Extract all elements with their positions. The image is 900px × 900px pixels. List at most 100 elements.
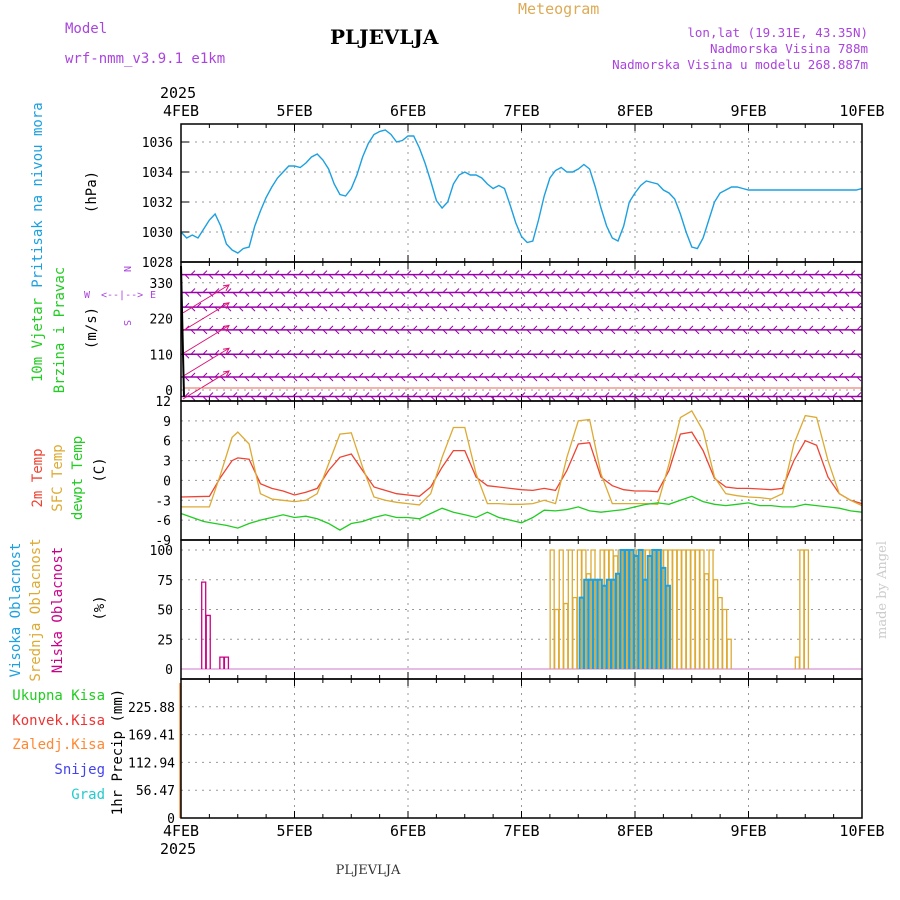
wind-barb: [322, 349, 328, 355]
y-tick-label: 1034: [142, 166, 173, 181]
wind-barb: [544, 353, 550, 359]
wind-barb: [256, 376, 262, 382]
wind-barb: [778, 396, 784, 401]
wind-barb: [520, 353, 526, 359]
wind-barb: [226, 270, 232, 275]
y-tick-label: 9: [163, 415, 171, 430]
wind-barb: [334, 306, 340, 312]
wind-barb: [670, 349, 676, 355]
wind-barb: [184, 392, 190, 397]
wind-barb: [694, 329, 700, 335]
wind-barb: [712, 302, 718, 308]
wind-barb: [658, 372, 664, 378]
wind-barb: [658, 270, 664, 275]
wind-barb: [454, 329, 460, 335]
wind-barb: [652, 325, 658, 331]
cloud-mid-bar: [563, 602, 569, 669]
wind-barb: [334, 329, 340, 335]
pressure-title: Pritisak na nivou mora: [30, 102, 46, 287]
wind-barb: [214, 329, 220, 335]
wind-barb: [202, 349, 208, 355]
wind-barb: [358, 306, 364, 312]
wind-barb: [406, 372, 412, 378]
wind-subtitle: Brzina i Pravac: [52, 267, 68, 393]
cloud-mid-bar: [685, 549, 691, 669]
wind-barb: [472, 302, 478, 308]
wind-barb: [310, 396, 316, 401]
wind-barb: [220, 274, 226, 279]
wind-barb: [514, 349, 520, 355]
wind-barb: [694, 349, 700, 355]
panel-frame: [180, 261, 863, 402]
wind-barb: [772, 292, 778, 297]
wind-barb: [376, 325, 382, 331]
wind-barb: [574, 349, 580, 355]
wind-barb: [736, 302, 742, 308]
wind-barb: [316, 292, 322, 297]
wind-barb: [682, 329, 688, 335]
wind-barb: [622, 329, 628, 335]
wind-barb: [490, 372, 496, 378]
wind-barb: [316, 325, 322, 331]
wind-barb: [430, 270, 436, 275]
wind-barb: [274, 372, 280, 378]
wind-barb: [820, 302, 826, 308]
wind-barb: [574, 288, 580, 293]
wind-barb: [832, 274, 838, 279]
wind-barb: [784, 353, 790, 359]
y-tick-label: 56.47: [136, 784, 175, 799]
wind-barb: [214, 396, 220, 401]
wind-barb: [802, 329, 808, 335]
wind-barb: [796, 325, 802, 331]
wind-barb: [466, 329, 472, 335]
wind-barb: [340, 353, 346, 359]
wind-barb: [346, 372, 352, 378]
wind-barb: [196, 325, 202, 331]
wind-barb: [424, 302, 430, 308]
wind-barb: [652, 292, 658, 297]
panel-frame: [180, 539, 863, 680]
wind-barb: [718, 349, 724, 355]
wind-barb: [334, 270, 340, 275]
wind-barb: [328, 376, 334, 382]
wind-barb: [454, 288, 460, 293]
wind-barb: [226, 306, 232, 312]
precip-ylabel: 1hr Precip (mm): [110, 689, 126, 815]
wind-barb: [268, 274, 274, 279]
wind-barb: [646, 270, 652, 275]
wind-barb: [568, 376, 574, 382]
wind-barb: [460, 376, 466, 382]
wind-barb: [526, 270, 532, 275]
wind-barb: [502, 329, 508, 335]
y-tick-label: 25: [157, 633, 173, 648]
wind-barb: [184, 302, 190, 308]
x-tick-label-top: 7FEB: [503, 102, 539, 120]
wind-barb: [754, 349, 760, 355]
wind-barb: [610, 270, 616, 275]
wind-barb: [598, 270, 604, 275]
wind-barb: [808, 302, 814, 308]
wind-barb: [502, 270, 508, 275]
wind-barb: [346, 306, 352, 312]
wind-barb: [790, 396, 796, 401]
wind-barb: [280, 392, 286, 397]
wind-barb: [478, 329, 484, 335]
wind-barb: [832, 302, 838, 308]
wind-barb: [394, 396, 400, 401]
wind-barb: [856, 302, 862, 308]
wind-barb: [712, 376, 718, 382]
wind-barb: [250, 306, 256, 312]
wind-barb: [802, 288, 808, 293]
wind-barb: [592, 325, 598, 331]
wind-barb: [850, 329, 856, 335]
wind-barb: [484, 274, 490, 279]
wind-barb: [358, 372, 364, 378]
wind-barb: [502, 396, 508, 401]
wind-barb: [796, 392, 802, 397]
wind-barb: [718, 288, 724, 293]
wind-barb: [214, 270, 220, 275]
wind-barb: [670, 306, 676, 312]
wind-barb: [388, 274, 394, 279]
wind-barb: [784, 302, 790, 308]
wind-barb: [502, 306, 508, 312]
